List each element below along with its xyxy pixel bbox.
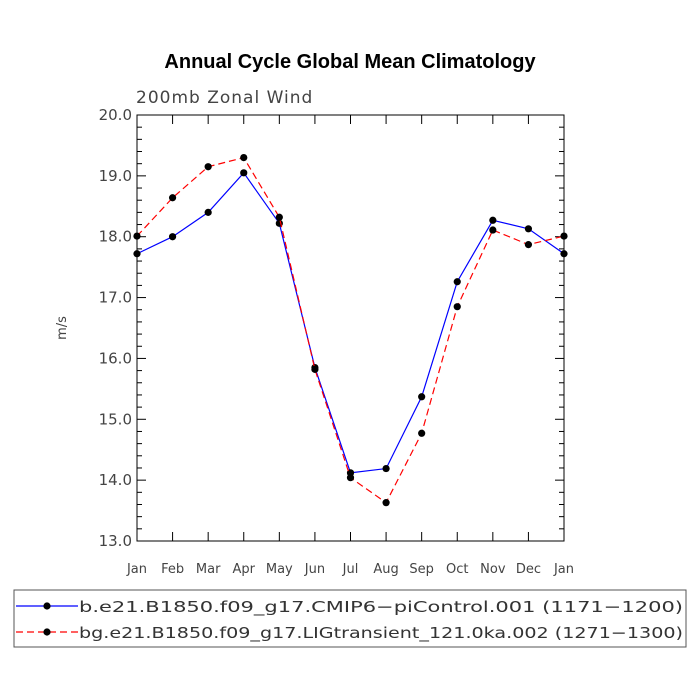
data-point-series-2	[489, 226, 497, 234]
y-tick-label: 17.0	[99, 289, 132, 307]
legend-marker-1	[43, 602, 51, 610]
x-tick-label: Sep	[409, 562, 434, 577]
data-point-series-2	[311, 365, 319, 373]
x-tick-label: Jan	[126, 562, 147, 577]
data-point-series-2	[133, 232, 141, 240]
x-tick-label: Jan	[553, 562, 574, 577]
y-tick-label: 19.0	[99, 167, 132, 185]
data-point-series-1	[453, 278, 461, 286]
y-tick-label: 13.0	[99, 532, 132, 550]
x-tick-label: Nov	[480, 562, 506, 577]
y-tick-label: 15.0	[99, 410, 132, 428]
data-point-series-2	[168, 194, 177, 202]
y-tick-label: 20.0	[99, 106, 132, 124]
legend-box	[13, 589, 687, 648]
data-point-series-1	[204, 208, 212, 216]
data-point-series-1	[560, 250, 568, 258]
chart-title: Annual Cycle Global Mean Climatology	[164, 51, 536, 73]
data-point-series-2	[382, 499, 390, 507]
data-point-series-1	[524, 225, 533, 233]
series-line-1	[136, 171, 565, 474]
data-point-series-2	[346, 474, 355, 482]
x-tick-label: Jul	[342, 562, 359, 577]
legend: b.e21.B1850.f09_g17.CMIP6−piControl.001 …	[13, 589, 687, 648]
axis-ticks: 13.0 14.0 15.0 16.0 17.0 18.0 19.0 20.0 Jan Feb Ma…	[99, 106, 574, 577]
data-point-series-1	[418, 393, 426, 401]
x-tick-label: Oct	[446, 562, 468, 577]
data-point-series-2	[453, 303, 461, 311]
data-point-series-2	[418, 429, 426, 437]
x-tick-label: Aug	[373, 562, 398, 577]
legend-label-2: bg.e21.B1850.f09_g17.LIGtransient_121.0k…	[79, 624, 683, 643]
legend-marker-2	[43, 628, 51, 636]
x-tick-label: Apr	[233, 562, 256, 577]
x-tick-label: Feb	[161, 562, 184, 577]
x-tick-label: Jun	[304, 562, 325, 577]
data-point-series-2	[275, 213, 283, 221]
data-point-series-2	[524, 241, 533, 249]
data-point-series-1	[382, 464, 390, 473]
x-tick-label: Dec	[516, 562, 541, 577]
y-axis-label: m/s	[55, 316, 70, 340]
x-tick-label: Mar	[196, 562, 221, 577]
series-line-2	[136, 156, 565, 504]
legend-label-1: b.e21.B1850.f09_g17.CMIP6−piControl.001 …	[79, 598, 683, 617]
data-point-series-2	[560, 232, 568, 240]
data-point-series-1	[168, 233, 177, 241]
data-point-series-1	[489, 216, 497, 224]
y-tick-label: 18.0	[99, 228, 132, 246]
y-tick-label: 14.0	[99, 471, 132, 489]
series-layer	[133, 154, 568, 507]
data-point-series-2	[240, 154, 248, 162]
chart-subtitle: 200mb Zonal Wind	[136, 88, 313, 108]
data-point-series-2	[204, 163, 212, 171]
x-tick-label: May	[266, 562, 293, 577]
data-point-series-1	[133, 250, 141, 258]
data-point-series-1	[240, 169, 248, 177]
y-tick-label: 16.0	[99, 349, 132, 367]
